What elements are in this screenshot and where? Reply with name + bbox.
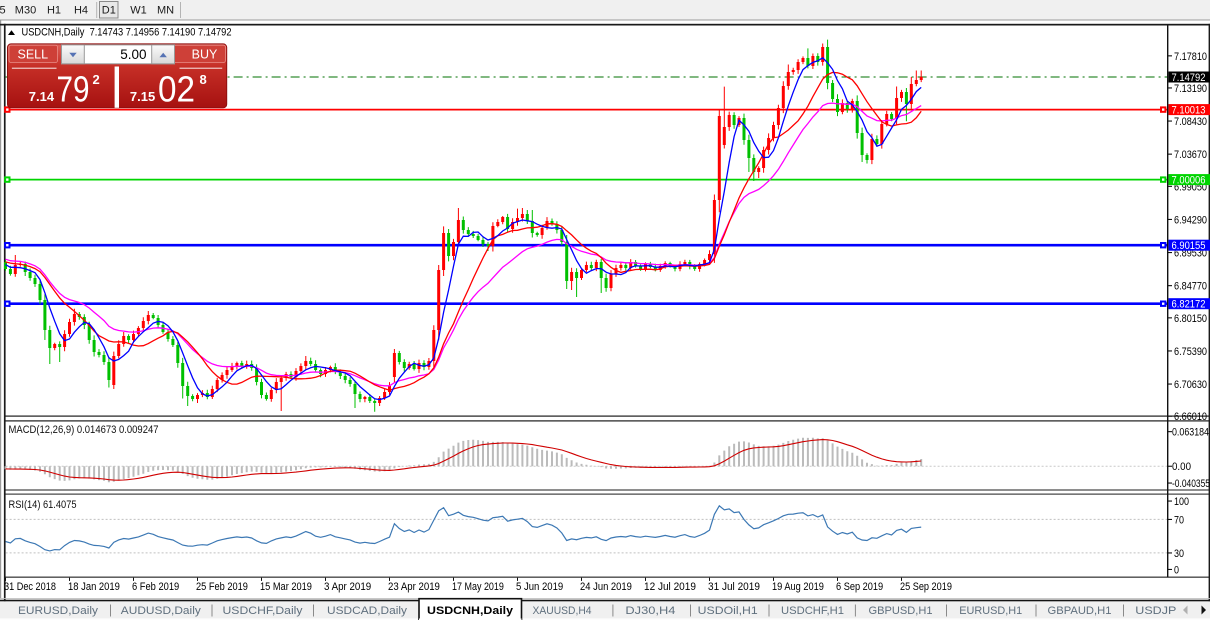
svg-text:18 Jan 2019: 18 Jan 2019 [68,581,120,593]
svg-text:MACD(12,26,9) 0.014673 0.00924: MACD(12,26,9) 0.014673 0.009247 [9,424,159,436]
svg-text:GBPAUD,H1: GBPAUD,H1 [1048,605,1112,617]
svg-text:7.14792: 7.14792 [1172,72,1206,84]
svg-text:USDCAD,Daily: USDCAD,Daily [327,605,408,617]
svg-text:USDCHF,Daily: USDCHF,Daily [223,605,304,617]
svg-text:6.90155: 6.90155 [1172,240,1206,252]
svg-text:SELL: SELL [18,47,49,61]
svg-text:EURUSD,H1: EURUSD,H1 [959,605,1022,617]
svg-text:7.00006: 7.00006 [1172,175,1206,187]
svg-text:6.84770: 6.84770 [1174,281,1207,293]
svg-text:6.80150: 6.80150 [1174,313,1207,325]
svg-text:AUDUSD,Daily: AUDUSD,Daily [121,605,202,617]
svg-text:7.17810: 7.17810 [1174,51,1207,63]
svg-text:7.15: 7.15 [130,89,155,104]
svg-text:6.75390: 6.75390 [1174,346,1207,358]
svg-text:19 Aug 2019: 19 Aug 2019 [772,581,824,593]
svg-text:BUY: BUY [192,47,218,61]
svg-text:7.13190: 7.13190 [1174,83,1207,95]
svg-text:30: 30 [1174,548,1184,560]
svg-text:5.00: 5.00 [120,47,146,62]
svg-text:6 Feb 2019: 6 Feb 2019 [132,581,179,593]
svg-text:79: 79 [57,69,90,110]
svg-text:XAUUSD,H4: XAUUSD,H4 [533,605,592,617]
svg-text:M30: M30 [15,5,36,17]
svg-text:EURUSD,Daily: EURUSD,Daily [18,605,99,617]
svg-text:USDCHF,H1: USDCHF,H1 [781,605,844,617]
svg-text:USDOil,H1: USDOil,H1 [698,605,758,617]
svg-text:31 Dec 2018: 31 Dec 2018 [4,581,56,593]
svg-text:RSI(14) 61.4075: RSI(14) 61.4075 [9,499,77,511]
svg-text:DJ30,H4: DJ30,H4 [625,605,675,617]
svg-text:0.063184: 0.063184 [1172,427,1209,439]
svg-text:5: 5 [0,5,6,17]
svg-text:0.00: 0.00 [1172,461,1191,473]
svg-text:6.82172: 6.82172 [1172,299,1206,311]
svg-text:H1: H1 [47,5,61,17]
svg-text:USDJP: USDJP [1135,605,1176,617]
svg-text:02: 02 [158,69,195,110]
svg-text:5 Jun 2019: 5 Jun 2019 [516,581,563,593]
svg-text:3 Apr 2019: 3 Apr 2019 [324,581,371,593]
svg-text:23 Apr 2019: 23 Apr 2019 [388,581,440,593]
svg-text:8: 8 [200,72,207,87]
svg-text:7.14: 7.14 [29,89,55,104]
svg-text:7.08430: 7.08430 [1174,116,1207,128]
svg-text:6.66010: 6.66010 [1174,411,1207,423]
svg-text:6.94290: 6.94290 [1174,214,1207,226]
svg-text:25 Feb 2019: 25 Feb 2019 [196,581,248,593]
svg-text:GBPUSD,H1: GBPUSD,H1 [869,605,933,617]
svg-text:-0.040355: -0.040355 [1172,478,1210,490]
svg-text:15 Mar 2019: 15 Mar 2019 [260,581,312,593]
svg-text:6.70630: 6.70630 [1174,379,1207,391]
svg-text:7.10013: 7.10013 [1172,105,1206,117]
svg-text:70: 70 [1174,514,1184,526]
svg-text:6 Sep 2019: 6 Sep 2019 [836,581,883,593]
svg-text:7.03670: 7.03670 [1174,149,1207,161]
svg-text:24 Jun 2019: 24 Jun 2019 [580,581,632,593]
svg-text:D1: D1 [102,5,116,17]
svg-text:17 May 2019: 17 May 2019 [452,581,504,593]
svg-text:USDCNH,Daily 7.14743 7.14956: USDCNH,Daily 7.14743 7.14956 7.14190 7.1… [22,27,232,39]
svg-text:2: 2 [93,72,100,87]
svg-text:W1: W1 [130,5,147,17]
svg-text:25 Sep 2019: 25 Sep 2019 [900,581,952,593]
svg-text:H4: H4 [74,5,88,17]
svg-text:MN: MN [157,5,174,17]
svg-text:12 Jul 2019: 12 Jul 2019 [644,581,696,593]
svg-text:31 Jul 2019: 31 Jul 2019 [708,581,760,593]
svg-text:USDCNH,Daily: USDCNH,Daily [427,605,514,617]
svg-text:0: 0 [1174,564,1179,576]
svg-text:100: 100 [1174,496,1189,508]
